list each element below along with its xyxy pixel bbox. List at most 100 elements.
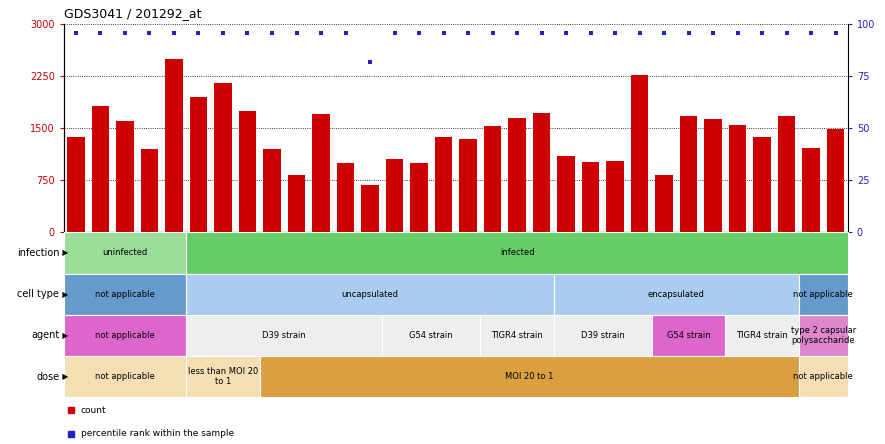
Point — [191, 29, 205, 36]
Bar — [435, 137, 452, 232]
Bar — [288, 175, 305, 232]
Bar — [141, 149, 158, 232]
Text: encapsulated: encapsulated — [648, 289, 704, 299]
Bar — [799, 315, 848, 356]
Text: MOI 20 to 1: MOI 20 to 1 — [505, 372, 553, 381]
Bar — [582, 162, 599, 232]
Point — [657, 29, 671, 36]
Point — [681, 29, 696, 36]
Bar — [117, 121, 134, 232]
Bar — [386, 159, 403, 232]
Bar — [651, 315, 726, 356]
Point — [142, 29, 157, 36]
Point — [314, 29, 328, 36]
Bar — [67, 137, 85, 232]
Text: less than MOI 20
to 1: less than MOI 20 to 1 — [188, 367, 258, 386]
Text: TIGR4 strain: TIGR4 strain — [736, 331, 788, 340]
Bar — [481, 315, 554, 356]
Text: uncapsulated: uncapsulated — [342, 289, 398, 299]
Point — [241, 29, 255, 36]
Text: not applicable: not applicable — [95, 331, 155, 340]
Bar — [337, 163, 354, 232]
Point — [216, 29, 230, 36]
Point — [535, 29, 549, 36]
Bar — [190, 97, 207, 232]
Bar — [411, 163, 427, 232]
Bar — [533, 113, 550, 232]
Text: infected: infected — [500, 248, 535, 258]
Text: ▶: ▶ — [60, 331, 68, 340]
Text: not applicable: not applicable — [95, 289, 155, 299]
Bar — [606, 161, 624, 232]
Text: uninfected: uninfected — [103, 248, 148, 258]
Point — [804, 29, 818, 36]
Text: D39 strain: D39 strain — [581, 331, 625, 340]
Text: dose: dose — [36, 372, 59, 382]
Text: ▶: ▶ — [60, 289, 68, 299]
Bar — [64, 315, 186, 356]
Bar — [264, 149, 281, 232]
Bar — [64, 274, 186, 315]
Text: ▶: ▶ — [60, 248, 68, 258]
Bar — [827, 129, 844, 232]
Text: G54 strain: G54 strain — [410, 331, 453, 340]
Bar — [186, 232, 848, 274]
Point — [338, 29, 352, 36]
Text: G54 strain: G54 strain — [666, 331, 711, 340]
Bar — [64, 356, 186, 397]
Text: type 2 capsular
polysaccharide: type 2 capsular polysaccharide — [790, 326, 856, 345]
Bar — [239, 111, 256, 232]
Bar — [803, 148, 820, 232]
Point — [755, 29, 769, 36]
Bar — [214, 83, 232, 232]
Bar — [778, 116, 795, 232]
Bar — [726, 315, 799, 356]
Bar — [459, 139, 477, 232]
Point — [510, 29, 524, 36]
Point — [486, 29, 500, 36]
Text: not applicable: not applicable — [794, 289, 853, 299]
Text: not applicable: not applicable — [95, 372, 155, 381]
Point — [461, 29, 475, 36]
Bar — [92, 106, 109, 232]
Bar — [753, 137, 771, 232]
Point — [559, 29, 573, 36]
Bar — [704, 119, 721, 232]
Text: count: count — [81, 406, 106, 415]
Point — [118, 29, 132, 36]
Point — [388, 29, 402, 36]
Bar — [631, 75, 648, 232]
Bar — [361, 185, 379, 232]
Text: agent: agent — [31, 330, 59, 341]
Point — [828, 29, 843, 36]
Point — [706, 29, 720, 36]
Point — [412, 29, 426, 36]
Bar — [64, 232, 186, 274]
Bar — [729, 125, 746, 232]
Bar — [680, 116, 697, 232]
Bar — [509, 118, 526, 232]
Text: GDS3041 / 201292_at: GDS3041 / 201292_at — [64, 7, 201, 20]
Point — [363, 58, 377, 65]
Text: infection: infection — [17, 248, 59, 258]
Bar — [259, 356, 799, 397]
Text: cell type: cell type — [18, 289, 59, 299]
Point — [780, 29, 794, 36]
Text: not applicable: not applicable — [794, 372, 853, 381]
Text: percentile rank within the sample: percentile rank within the sample — [81, 429, 234, 438]
Point — [69, 29, 83, 36]
Bar — [484, 126, 501, 232]
Bar — [558, 156, 574, 232]
Bar — [799, 274, 848, 315]
Point — [583, 29, 597, 36]
Bar — [186, 315, 382, 356]
Bar — [165, 59, 182, 232]
Bar — [554, 315, 651, 356]
Point — [94, 29, 108, 36]
Point — [265, 29, 279, 36]
Bar — [554, 274, 799, 315]
Point — [633, 29, 647, 36]
Point — [289, 29, 304, 36]
Bar — [799, 356, 848, 397]
Point — [436, 29, 450, 36]
